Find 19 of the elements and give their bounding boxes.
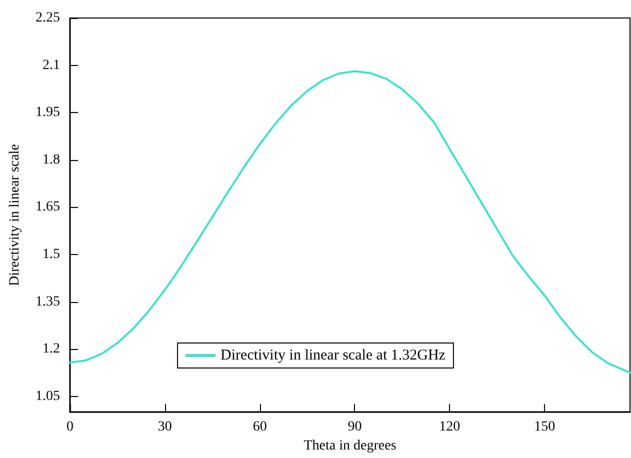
- y-tick-label: 1.8: [42, 152, 60, 168]
- y-tick-label: 2.1: [42, 58, 60, 73]
- y-tick-label: 1.65: [36, 200, 60, 215]
- y-axis-title: Directivity in linear scale: [8, 144, 22, 286]
- y-tick-label: 1.35: [36, 294, 60, 310]
- y-tick-label: 1.95: [36, 105, 60, 120]
- x-tick-label: 90: [348, 420, 362, 435]
- x-tick-label: 30: [158, 420, 172, 435]
- x-axis-title: Theta in degrees: [304, 438, 396, 454]
- x-tick-label: 150: [534, 420, 556, 435]
- line-series: [69, 70, 631, 374]
- y-tick-label: 1.05: [36, 388, 60, 404]
- x-tick-label: 0: [66, 420, 74, 435]
- x-tick-label: 60: [252, 420, 267, 435]
- y-tick-label: 1.5: [42, 246, 60, 262]
- y-tick-label: 2.25: [36, 10, 60, 26]
- y-tick-label: 1.2: [42, 342, 60, 357]
- x-tick-label: 120: [439, 420, 460, 435]
- legend-label: Directivity in linear scale at 1.32GHz: [220, 348, 446, 364]
